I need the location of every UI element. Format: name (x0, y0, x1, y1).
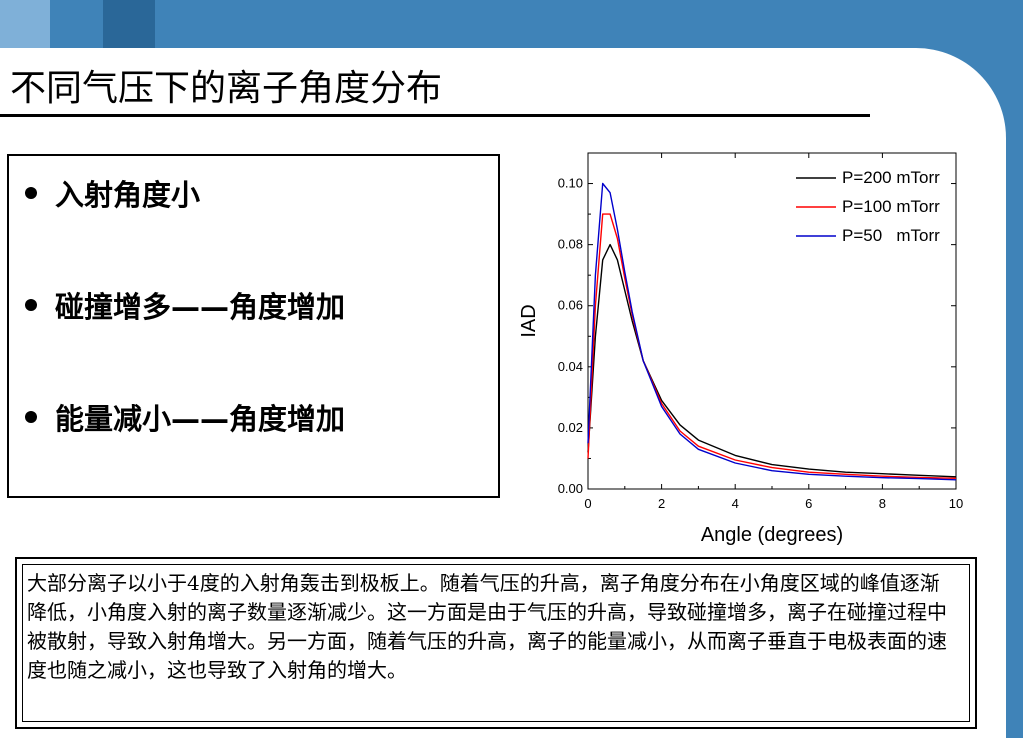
iad-chart: 0 2 4 6 8 10 0.00 0.02 0.04 0.06 0.08 0.10 Angle (de… (518, 152, 963, 546)
x-tick-label: 6 (805, 496, 812, 511)
x-tick-label: 10 (949, 496, 963, 511)
x-tick-label: 4 (732, 496, 739, 511)
y-tick-label: 0.10 (558, 176, 583, 191)
y-axis-label: IAD (518, 304, 540, 337)
legend-label: P=50 mTorr (842, 226, 940, 245)
y-tick-label: 0.08 (558, 237, 583, 252)
bullet-box: 入射角度小 碰撞增多——角度增加 能量减小——角度增加 (7, 154, 500, 498)
x-tick-label: 2 (658, 496, 665, 511)
y-tick-label: 0.06 (558, 298, 583, 313)
decorative-square (0, 0, 50, 48)
legend-label: P=100 mTorr (842, 197, 940, 216)
description-inner-border (22, 564, 970, 722)
bullet-text: 入射角度小 (55, 178, 201, 212)
decorative-square (103, 0, 155, 48)
x-tick-label: 8 (879, 496, 886, 511)
x-tick-label: 0 (584, 496, 591, 511)
bullet-item: 能量减小——角度增加 (25, 396, 345, 438)
legend-label: P=200 mTorr (842, 168, 940, 187)
bullet-dot-icon (25, 187, 37, 199)
y-tick-label: 0.02 (558, 420, 583, 435)
series-line (587, 182, 957, 481)
y-tick-label: 0.04 (558, 359, 583, 374)
bullet-text: 碰撞增多——角度增加 (55, 290, 346, 324)
series-line (587, 243, 957, 478)
description-text: 大部分离子以小于4度的入射角轰击到极板上。随着气压的升高，离子角度分布在小角度区… (27, 571, 947, 682)
bullet-dot-icon (25, 411, 37, 423)
y-tick-label: 0.00 (558, 481, 583, 496)
description-box: 大部分离子以小于4度的入射角轰击到极板上。随着气压的升高，离子角度分布在小角度区… (15, 557, 977, 729)
page-title: 不同气压下的离子角度分布 (10, 68, 443, 109)
bullet-dot-icon (25, 299, 37, 311)
series-line (587, 213, 957, 479)
title-underline (0, 114, 870, 117)
bullet-item: 入射角度小 (25, 172, 200, 214)
bullet-item: 碰撞增多——角度增加 (25, 284, 345, 326)
x-axis-label: Angle (degrees) (701, 524, 843, 546)
bullet-text: 能量减小——角度增加 (55, 402, 346, 436)
